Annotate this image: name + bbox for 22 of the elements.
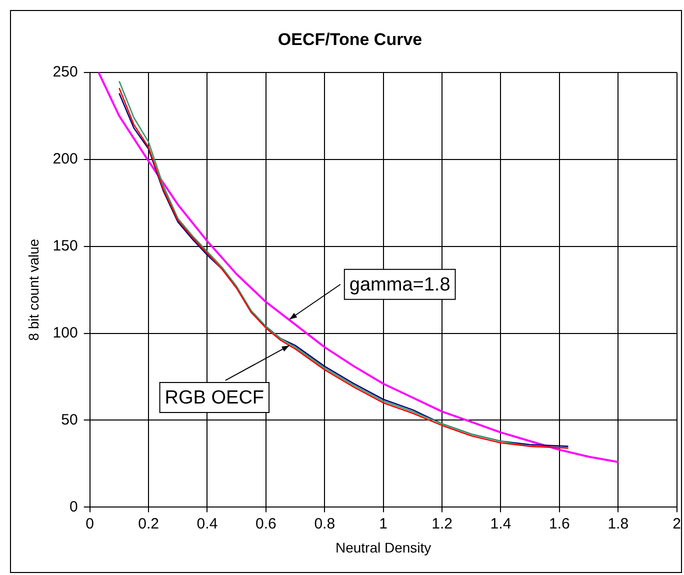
x-tick-label: 1.4 (490, 515, 512, 532)
x-tick-label: 0.6 (256, 515, 276, 532)
y-tick-label: 150 (52, 237, 78, 254)
x-tick-label: 2 (672, 515, 681, 532)
x-tick-label: 1.6 (549, 515, 570, 532)
y-tick-label: 200 (52, 150, 78, 168)
x-tick-label: 1.2 (432, 515, 452, 532)
y-axis-title: 8 bit count value (25, 238, 42, 341)
y-tick-label: 250 (52, 64, 78, 81)
y-tick-label: 100 (52, 324, 78, 342)
x-tick-label: 0.2 (138, 515, 159, 532)
x-tick-label: 0.4 (196, 515, 218, 532)
x-tick-label: 1 (379, 515, 388, 532)
x-tick-label: 0 (86, 515, 94, 532)
x-tick-label: 1.8 (608, 515, 629, 532)
annotation: gamma=1.8 (349, 274, 450, 296)
x-tick-label: 0.8 (314, 515, 336, 532)
x-axis-title: Neutral Density (335, 539, 432, 556)
y-tick-label: 0 (69, 498, 78, 516)
y-tick-label: 50 (61, 411, 78, 428)
chart-title: OECF/Tone Curve (278, 30, 422, 49)
annotation: RGB OECF (164, 388, 264, 409)
